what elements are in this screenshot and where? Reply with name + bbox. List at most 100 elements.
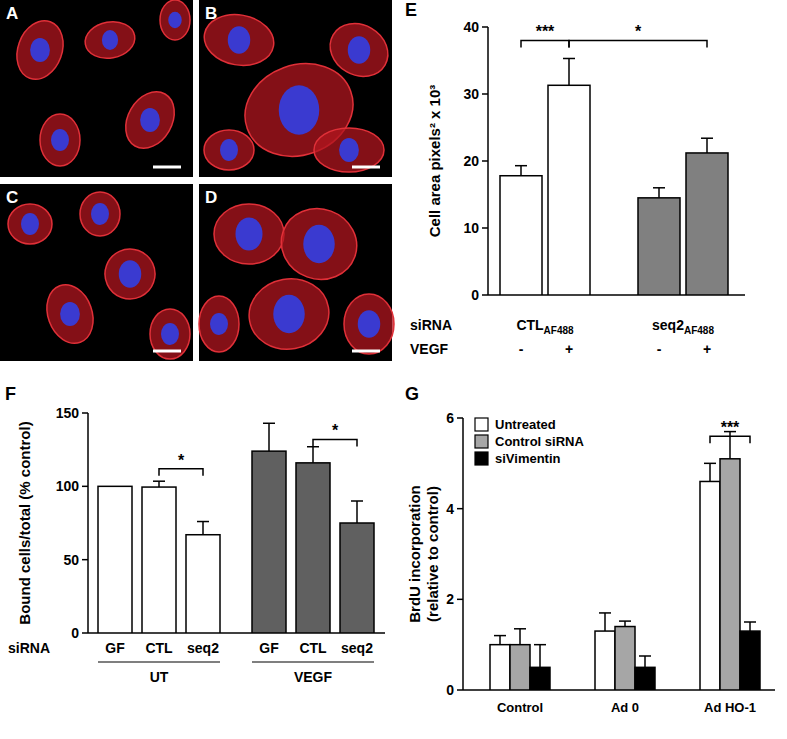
y-tick-label: 0	[471, 287, 479, 303]
x-tick-label: -	[657, 341, 662, 357]
panel-label: B	[205, 4, 217, 23]
cell-nucleus	[119, 260, 142, 288]
y-tick	[482, 26, 488, 28]
error-bar-cap	[263, 423, 275, 425]
bar	[252, 451, 286, 633]
cell-nucleus	[140, 108, 160, 132]
x-tick-label: -	[519, 341, 524, 357]
bar	[500, 176, 542, 295]
group-label-subscript: AF488	[684, 325, 714, 336]
cell-nucleus	[279, 85, 320, 135]
row-label: siRNA	[8, 640, 50, 656]
y-tick	[82, 559, 88, 561]
y-tick	[82, 632, 88, 634]
error-bar-cap	[701, 137, 713, 139]
cell-body	[214, 204, 284, 264]
error-bar-cap	[514, 628, 526, 630]
bar	[635, 667, 655, 690]
y-axis-label: Cell area pixels² x 10³	[426, 85, 443, 238]
significance-bracket	[569, 40, 707, 47]
group-label-text: VEGF	[294, 669, 333, 685]
y-tick-label: 2	[446, 591, 454, 607]
chart: ECell area pixels² x 10³010203040****-+-…	[405, 0, 745, 357]
cell-body	[8, 204, 52, 244]
error-bar-stem	[624, 621, 626, 626]
image-panel: B	[199, 0, 397, 177]
bar	[615, 627, 635, 690]
error-bar-stem	[520, 166, 522, 176]
significance-bracket	[159, 469, 203, 476]
x-tick-label: GF	[259, 640, 279, 656]
y-tick-label: 100	[56, 478, 80, 494]
error-bar-stem	[202, 522, 204, 535]
cell-body	[98, 242, 162, 306]
error-bar-cap	[197, 521, 209, 523]
panel-label: D	[205, 188, 217, 207]
error-bar	[744, 622, 756, 631]
significance-label: ***	[721, 419, 740, 436]
error-bar-cap	[704, 463, 716, 465]
y-tick	[82, 412, 88, 414]
y-axis-label: BrdU incorporation	[406, 485, 423, 623]
error-bar-stem	[658, 188, 660, 198]
legend-label: Untreated	[495, 417, 556, 432]
scale-bar	[352, 166, 380, 169]
error-bar-stem	[268, 423, 270, 451]
error-bar-stem	[519, 629, 521, 645]
error-bar-cap	[744, 621, 756, 623]
y-tick	[82, 486, 88, 488]
bar	[548, 85, 590, 295]
cell-nucleus	[228, 26, 251, 54]
legend-swatch	[475, 452, 488, 465]
error-bar	[701, 138, 713, 153]
panel-label: F	[5, 384, 16, 404]
cell-nucleus	[339, 138, 359, 162]
x-tick-label: Control	[497, 700, 543, 715]
cell-body	[80, 192, 120, 236]
marks	[500, 58, 728, 295]
group-label: UT	[150, 669, 169, 685]
group-underline	[98, 661, 220, 662]
x-tick-label: Ad 0	[611, 700, 639, 715]
cell-nucleus	[51, 129, 69, 151]
y-tick-label: 30	[463, 86, 479, 102]
error-bar	[563, 58, 575, 85]
cell-body	[40, 114, 80, 166]
cell-nucleus	[30, 38, 50, 62]
error-bar	[514, 629, 526, 645]
x-tick-label: +	[703, 341, 711, 357]
y-tick	[482, 160, 488, 162]
bar	[186, 535, 220, 633]
y-tick-label: 6	[446, 410, 454, 426]
cell-nucleus	[210, 313, 228, 335]
x-tick-label: GF	[105, 640, 125, 656]
cell-body	[199, 296, 239, 352]
legend-label: Control siRNA	[495, 434, 584, 449]
cell-body	[160, 0, 190, 40]
cell-body	[9, 14, 71, 85]
y-tick	[457, 508, 463, 510]
significance-label: ***	[536, 23, 555, 40]
bar	[740, 631, 760, 690]
y-tick	[482, 93, 488, 95]
scale-bar	[352, 350, 380, 353]
group-underline	[252, 661, 374, 662]
image-panel: D	[199, 184, 394, 361]
cell-body	[204, 130, 254, 170]
error-bar-stem	[158, 481, 160, 487]
y-tick-label: 0	[446, 682, 454, 698]
error-bar-cap	[619, 620, 631, 622]
bar	[510, 645, 530, 690]
cell-nucleus	[161, 323, 179, 345]
cell-nucleus	[91, 203, 109, 225]
y-tick	[482, 227, 488, 229]
error-bar-stem	[568, 58, 570, 85]
error-bar	[307, 447, 319, 463]
cell-nucleus	[273, 295, 305, 334]
error-bar-cap	[153, 480, 165, 482]
bar	[490, 645, 510, 690]
y-tick	[457, 417, 463, 419]
panel-label: E	[405, 0, 417, 20]
error-bar-cap	[494, 635, 506, 637]
error-bar	[197, 522, 209, 535]
